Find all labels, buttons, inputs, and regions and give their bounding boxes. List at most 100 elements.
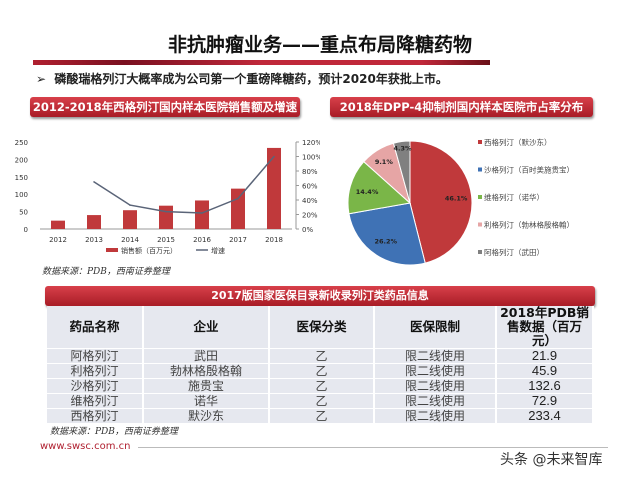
growth-point — [237, 197, 239, 200]
table-cell: 勃林格殷格翰 — [143, 363, 270, 379]
table-cell: 乙 — [269, 408, 375, 424]
pie-data-label: 14.4% — [356, 188, 379, 196]
legend-bar-label: 销售额（百万元） — [121, 246, 177, 255]
table-title: 2017版国家医保目录新收录列汀类药品信息 — [45, 286, 595, 306]
legend-bar-swatch — [106, 248, 118, 252]
footer-url[interactable]: www.swsc.com.cn — [40, 441, 131, 452]
table-cell: 施贵宝 — [143, 378, 270, 394]
bar-line-chart: 0 50 100 150 200 250 0% 20% 40% 60% 80% 100% 120% 201… — [15, 139, 320, 255]
y2-tick-label: 120% — [302, 139, 320, 147]
legend-swatch — [478, 140, 482, 144]
column-header: 2018年PDB销售数据（百万元） — [496, 306, 594, 349]
bar-2012 — [51, 220, 65, 229]
x-tick-label: 2018 — [265, 236, 283, 244]
column-header: 企业 — [143, 306, 270, 349]
growth-line — [93, 156, 275, 214]
watermark: 头条 @未来智库 — [500, 452, 603, 469]
pie-chart: 46.1% 西格列汀（默沙东） 26.2% 沙格列汀（百时美施贵宝） 14.4% 维格列汀… — [347, 137, 574, 266]
table-cell: 72.9 — [496, 393, 594, 409]
table-cell: 233.4 — [496, 408, 594, 424]
bar-2014 — [123, 210, 137, 229]
table-cell: 限二线使用 — [374, 363, 497, 379]
table-cell: 乙 — [269, 378, 375, 394]
table-cell: 诺华 — [143, 393, 270, 409]
table-cell: 21.9 — [496, 348, 594, 364]
table-cell: 武田 — [143, 348, 270, 364]
legend-label: 利格列汀（勃林格殷格翰） — [484, 220, 574, 230]
x-tick-label: 2014 — [121, 236, 139, 244]
table-cell: 阿格列汀 — [47, 348, 144, 364]
y-tick-label: 100 — [15, 191, 28, 199]
title-divider — [33, 60, 490, 65]
table-cell: 限二线使用 — [374, 393, 497, 409]
x-tick-label: 2016 — [193, 236, 211, 244]
table-cell: 维格列汀 — [47, 393, 144, 409]
column-header: 药品名称 — [47, 306, 144, 349]
y2-tick-label: 60% — [302, 183, 318, 191]
legend-label: 沙格列汀（百时美施贵宝） — [484, 165, 574, 175]
table-source: 数据来源：PDB，西南证券整理 — [50, 427, 178, 437]
legend-label: 维格列汀（诺华） — [484, 192, 544, 202]
bar-2017 — [231, 188, 245, 229]
legend-label: 阿格列汀（武田） — [484, 247, 544, 257]
pie-data-label: 9.1% — [375, 158, 394, 166]
x-tick-label: 2015 — [157, 236, 175, 244]
table-cell: 45.9 — [496, 363, 594, 379]
growth-point — [165, 210, 167, 213]
table-cell: 利格列汀 — [47, 363, 144, 379]
y2-tick-label: 20% — [302, 212, 318, 220]
bar-2016 — [195, 200, 209, 229]
pie-slice-4 — [392, 140, 411, 204]
bar-chart-title: 2012-2018年西格列汀国内样本医院销售额及增速 — [30, 97, 300, 117]
pie-slice-0 — [409, 140, 473, 264]
y-tick-label: 200 — [15, 156, 28, 164]
legend-label: 西格列汀（默沙东） — [484, 137, 552, 147]
pie-slice-2 — [347, 160, 412, 215]
growth-point — [129, 204, 131, 206]
legend-swatch — [478, 250, 482, 254]
bullet-point: ➢ 磷酸瑞格列汀大概率成为公司第一个重磅降糖药，预计2020年获批上市。 — [36, 72, 448, 87]
table-row: 维格列汀 诺华乙限二线使用 72.9 — [47, 393, 594, 409]
column-header: 医保分类 — [269, 306, 375, 349]
table-cell: 限二线使用 — [374, 378, 497, 394]
y-tick-label: 150 — [15, 174, 28, 182]
legend-swatch — [478, 167, 482, 172]
table-cell: 132.6 — [496, 378, 594, 394]
table-row: 沙格列汀 施贵宝乙限二线使用 132.6 — [47, 378, 594, 394]
slide-title: 非抗肿瘤业务——重点布局降糖药物 — [167, 34, 472, 56]
arrow-bullet-icon: ➢ — [36, 72, 55, 86]
x-tick-label: 2013 — [85, 236, 103, 244]
drug-table: 药品名称 企业 医保分类 医保限制 2018年PDB销售数据（百万元） 阿格列汀 武田乙限二… — [47, 306, 594, 424]
table-row: 西格列汀 默沙东乙限二线使用 233.4 — [47, 408, 594, 424]
bar-2013 — [87, 215, 101, 229]
bullet-text: 磷酸瑞格列汀大概率成为公司第一个重磅降糖药，预计2020年获批上市。 — [54, 72, 448, 86]
y-tick-label: 50 — [19, 209, 28, 217]
y2-tick-label: 80% — [302, 168, 318, 176]
growth-point — [93, 181, 95, 183]
legend-line-label: 增速 — [211, 246, 225, 255]
growth-point — [201, 212, 203, 214]
x-tick-label: 2012 — [49, 236, 67, 244]
pie-data-label: 46.1% — [445, 194, 468, 202]
pie-data-label: 4.3% — [393, 145, 412, 153]
table-row: 阿格列汀 武田乙限二线使用 21.9 — [47, 348, 594, 364]
chart-source: 数据来源：PDB，西南证券整理 — [42, 267, 170, 277]
footer-line — [138, 447, 608, 448]
legend-swatch — [478, 195, 482, 199]
bar-2015 — [159, 205, 173, 229]
table-cell: 乙 — [269, 348, 375, 364]
table-cell: 乙 — [269, 393, 375, 409]
x-tick-label: 2017 — [229, 236, 247, 244]
legend-swatch — [478, 222, 482, 227]
y-tick-label: 0 — [24, 226, 28, 234]
table-cell: 沙格列汀 — [47, 378, 144, 394]
table-cell: 限二线使用 — [374, 408, 497, 424]
y-tick-label: 250 — [15, 139, 28, 147]
y2-tick-label: 100% — [302, 154, 320, 162]
column-header: 医保限制 — [374, 306, 497, 349]
table-cell: 西格列汀 — [47, 408, 144, 424]
pie-slice-1 — [348, 202, 426, 266]
y2-tick-label: 0% — [302, 226, 313, 234]
y2-tick-label: 40% — [302, 197, 318, 205]
table-cell: 乙 — [269, 363, 375, 379]
